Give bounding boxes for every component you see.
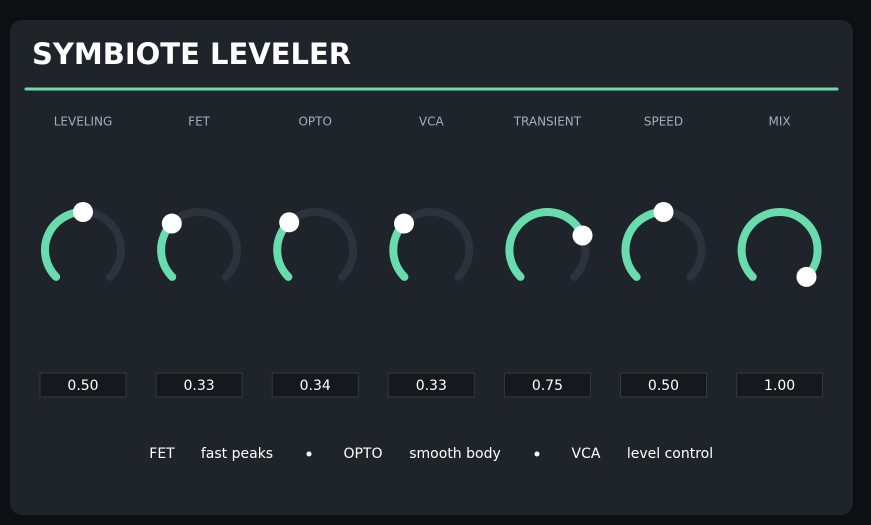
value-text: 0.50 [67, 378, 98, 394]
knob-arc [41, 208, 87, 281]
knob-label: VCA [419, 115, 445, 129]
knobs: LEVELING 0.50 FET 0.33 OPTO 0.34 VCA 0.33 TRANSI… [39, 115, 824, 398]
footer-desc: fast peaks [201, 446, 273, 462]
knob-arc [621, 208, 668, 281]
knob-handle[interactable] [796, 266, 817, 287]
value-text: 0.50 [648, 378, 679, 394]
knob-handle[interactable] [73, 202, 93, 222]
value-box[interactable] [620, 372, 707, 398]
footer-name: OPTO [343, 446, 382, 462]
knob-label: LEVELING [54, 115, 113, 129]
footer-name: FET [149, 446, 175, 462]
knob-label: SPEED [644, 115, 683, 129]
value-text: 1.00 [764, 378, 795, 394]
value-text: 0.34 [300, 378, 331, 394]
title: SYMBIOTE LEVELER [32, 37, 351, 71]
footer-desc: level control [627, 446, 713, 462]
value-box[interactable] [155, 372, 243, 398]
knob-arc [737, 208, 822, 281]
panel [10, 20, 853, 515]
knob-label: MIX [769, 115, 791, 129]
knob-arc [505, 208, 587, 281]
separator-dot [534, 451, 540, 457]
value-text: 0.33 [184, 378, 215, 394]
value-box[interactable] [271, 372, 359, 398]
knob-label: FET [188, 115, 210, 129]
footer-desc: smooth body [409, 446, 501, 462]
knob-label: OPTO [298, 115, 331, 129]
separator-dot [306, 451, 312, 457]
value-box[interactable] [736, 372, 824, 398]
value-text: 0.75 [532, 378, 563, 394]
knob-handle[interactable] [572, 225, 593, 246]
value-box[interactable] [39, 372, 127, 398]
footer: FET fast peaks OPTO smooth body VCA level con… [149, 446, 713, 462]
value-text: 0.33 [416, 378, 447, 394]
knob-label: TRANSIENT [513, 115, 582, 129]
value-box[interactable] [387, 372, 475, 398]
value-box[interactable] [503, 372, 591, 398]
knob-handle[interactable] [161, 213, 182, 234]
knob-handle[interactable] [653, 202, 674, 222]
knob-handle[interactable] [279, 212, 300, 233]
footer-name: VCA [572, 446, 601, 462]
knob-handle[interactable] [394, 213, 415, 234]
